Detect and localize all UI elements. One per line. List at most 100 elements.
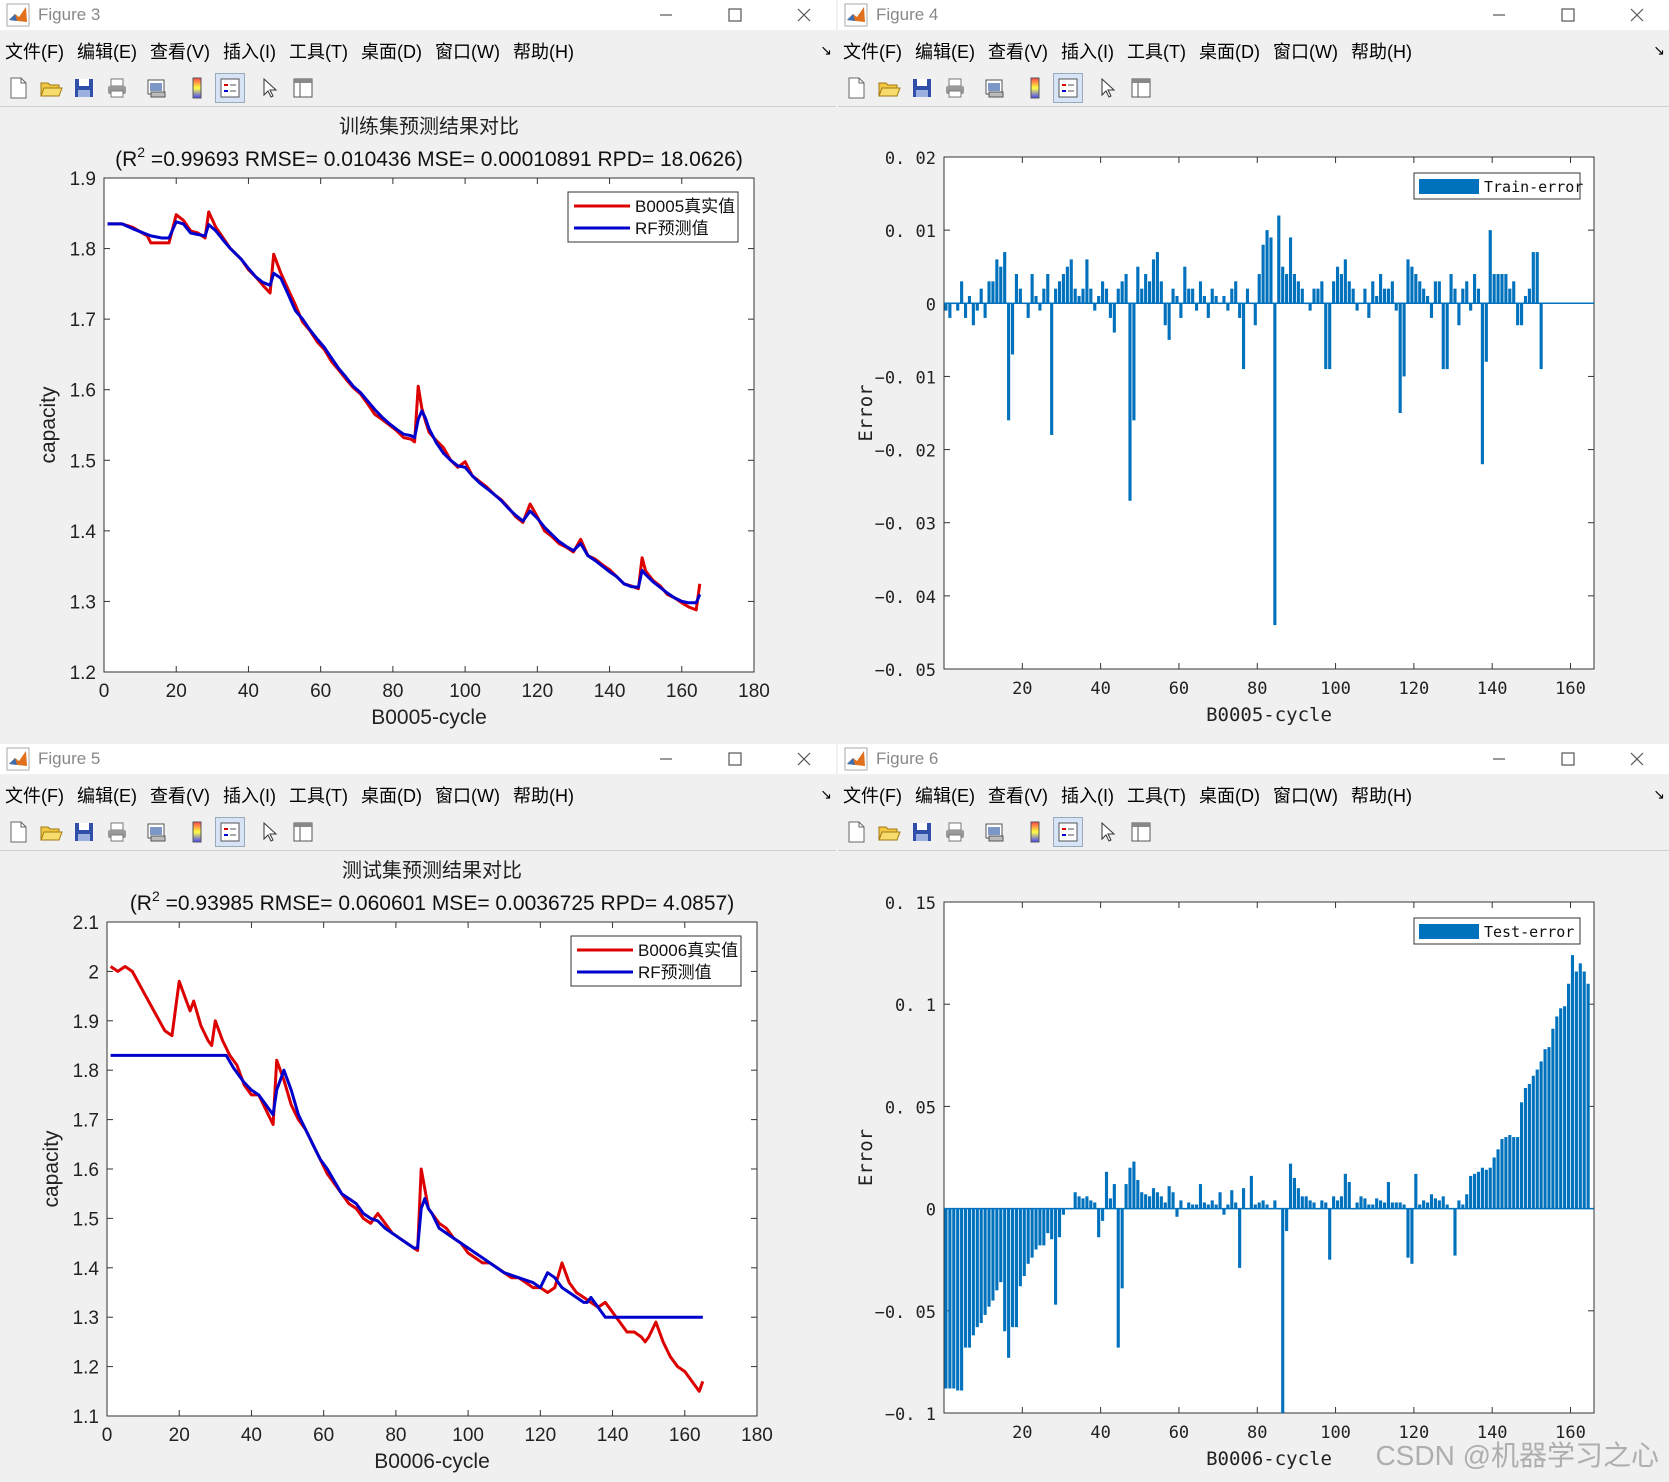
menu-file[interactable]: 文件(F) [5, 786, 64, 806]
new-figure-button[interactable] [841, 817, 871, 847]
print-preview-button[interactable] [980, 73, 1010, 103]
legend-button[interactable] [215, 817, 245, 847]
menu-edit[interactable]: 编辑(E) [76, 786, 137, 806]
error-bar [1473, 274, 1477, 304]
new-figure-button[interactable] [3, 817, 33, 847]
menu-view[interactable]: 查看(V) [987, 42, 1048, 62]
menu-insert[interactable]: 插入(I) [222, 786, 276, 806]
menu-help[interactable]: 帮助(H) [1350, 786, 1412, 806]
minimize-button[interactable] [644, 0, 688, 30]
minimize-button[interactable] [1477, 0, 1521, 30]
print-preview-button[interactable] [142, 817, 172, 847]
save-button[interactable] [69, 817, 99, 847]
error-bar [1132, 303, 1136, 421]
error-bar [1187, 288, 1191, 304]
menu-tools[interactable]: 工具(T) [288, 786, 348, 806]
property-editor-button[interactable] [1126, 73, 1156, 103]
menu-view[interactable]: 查看(V) [149, 786, 210, 806]
error-bar [1433, 281, 1437, 304]
print-button[interactable] [102, 73, 132, 103]
error-bar [1124, 274, 1128, 304]
property-editor-button[interactable] [288, 73, 318, 103]
legend-button[interactable] [1053, 817, 1083, 847]
menu-desktop[interactable]: 桌面(D) [360, 42, 422, 62]
open-file-button[interactable] [36, 817, 66, 847]
toolbar-overflow-icon[interactable]: ↘ [1653, 42, 1665, 58]
menu-edit[interactable]: 编辑(E) [76, 42, 137, 62]
menu-file[interactable]: 文件(F) [843, 42, 902, 62]
print-icon [108, 822, 126, 842]
minimize-button[interactable] [644, 744, 688, 774]
menu-view[interactable]: 查看(V) [987, 786, 1048, 806]
error-bar [1038, 303, 1042, 311]
close-button[interactable] [782, 0, 826, 30]
maximize-button[interactable] [713, 744, 757, 774]
menu-tools[interactable]: 工具(T) [1126, 42, 1186, 62]
error-bar [1339, 1196, 1343, 1209]
new-figure-button[interactable] [3, 73, 33, 103]
print-button[interactable] [940, 817, 970, 847]
menu-desktop[interactable]: 桌面(D) [1198, 786, 1260, 806]
menu-help[interactable]: 帮助(H) [512, 42, 574, 62]
error-bar [1148, 1196, 1152, 1209]
error-bar [1527, 1083, 1531, 1209]
x-tick-label: 160 [669, 1425, 701, 1446]
colorbar-button[interactable] [1020, 817, 1050, 847]
save-button[interactable] [907, 817, 937, 847]
error-bar [1214, 295, 1218, 304]
menu-desktop[interactable]: 桌面(D) [1198, 42, 1260, 62]
menu-window[interactable]: 窗口(W) [434, 42, 500, 62]
colorbar-button[interactable] [182, 817, 212, 847]
menu-view[interactable]: 查看(V) [149, 42, 210, 62]
colorbar-button[interactable] [1020, 73, 1050, 103]
menu-help[interactable]: 帮助(H) [1350, 42, 1412, 62]
toolbar-overflow-icon[interactable]: ↘ [820, 42, 832, 58]
toolbar-overflow-icon[interactable]: ↘ [820, 786, 832, 802]
menu-insert[interactable]: 插入(I) [1060, 42, 1114, 62]
minimize-button[interactable] [1477, 744, 1521, 774]
legend-button[interactable] [215, 73, 245, 103]
print-button[interactable] [102, 817, 132, 847]
maximize-button[interactable] [713, 0, 757, 30]
colorbar-button[interactable] [182, 73, 212, 103]
error-bar [1535, 1069, 1539, 1209]
print-preview-button[interactable] [980, 817, 1010, 847]
save-button[interactable] [69, 73, 99, 103]
menu-file[interactable]: 文件(F) [5, 42, 64, 62]
open-file-button[interactable] [36, 73, 66, 103]
property-editor-button[interactable] [1126, 817, 1156, 847]
print-button[interactable] [940, 73, 970, 103]
menu-desktop[interactable]: 桌面(D) [360, 786, 422, 806]
menu-tools[interactable]: 工具(T) [288, 42, 348, 62]
pointer-button[interactable] [255, 73, 285, 103]
menu-window[interactable]: 窗口(W) [1272, 42, 1338, 62]
print-preview-button[interactable] [142, 73, 172, 103]
menu-window[interactable]: 窗口(W) [434, 786, 500, 806]
toolbar-overflow-icon[interactable]: ↘ [1653, 786, 1665, 802]
menu-help[interactable]: 帮助(H) [512, 786, 574, 806]
tool-bar [0, 814, 836, 851]
menu-insert[interactable]: 插入(I) [222, 42, 276, 62]
legend-button[interactable] [1053, 73, 1083, 103]
menu-file[interactable]: 文件(F) [843, 786, 902, 806]
menu-window[interactable]: 窗口(W) [1272, 786, 1338, 806]
pointer-button[interactable] [255, 817, 285, 847]
maximize-button[interactable] [1546, 744, 1590, 774]
pointer-button[interactable] [1093, 817, 1123, 847]
maximize-button[interactable] [1546, 0, 1590, 30]
error-bar [1116, 1208, 1120, 1348]
property-editor-button[interactable] [288, 817, 318, 847]
close-button[interactable] [1615, 0, 1659, 30]
new-figure-button[interactable] [841, 73, 871, 103]
pointer-button[interactable] [1093, 73, 1123, 103]
close-button[interactable] [782, 744, 826, 774]
save-button[interactable] [907, 73, 937, 103]
open-file-button[interactable] [874, 817, 904, 847]
open-file-button[interactable] [874, 73, 904, 103]
menu-edit[interactable]: 编辑(E) [914, 786, 975, 806]
error-bar [1226, 1204, 1230, 1209]
menu-tools[interactable]: 工具(T) [1126, 786, 1186, 806]
close-button[interactable] [1615, 744, 1659, 774]
menu-insert[interactable]: 插入(I) [1060, 786, 1114, 806]
menu-edit[interactable]: 编辑(E) [914, 42, 975, 62]
